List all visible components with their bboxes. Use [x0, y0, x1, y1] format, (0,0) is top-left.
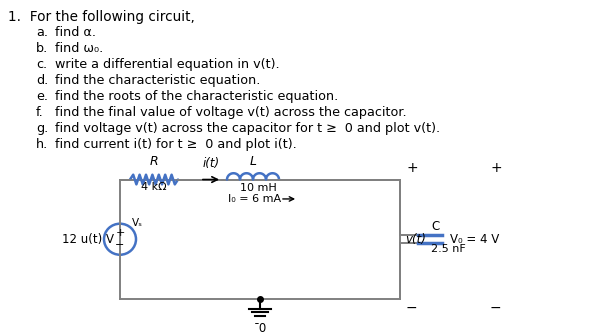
Text: C: C	[431, 220, 439, 234]
Text: L: L	[249, 155, 256, 168]
Text: find ω₀.: find ω₀.	[55, 42, 104, 55]
Text: +: +	[115, 228, 125, 239]
Text: +: +	[490, 161, 502, 175]
Text: b.: b.	[36, 42, 48, 55]
Text: R: R	[150, 155, 158, 168]
Text: find α.: find α.	[55, 26, 96, 39]
Text: f.: f.	[36, 106, 44, 119]
Text: h.: h.	[36, 138, 48, 151]
Text: find voltage v(t) across the capacitor for t ≥  0 and plot v(t).: find voltage v(t) across the capacitor f…	[55, 122, 440, 135]
Text: V₀ = 4 V: V₀ = 4 V	[450, 233, 499, 246]
Text: find the roots of the characteristic equation.: find the roots of the characteristic equ…	[55, 90, 338, 103]
Text: i(t): i(t)	[202, 157, 220, 170]
Text: g.: g.	[36, 122, 48, 135]
Text: write a differential equation in v(t).: write a differential equation in v(t).	[55, 58, 280, 71]
Text: Vₛ: Vₛ	[132, 218, 143, 227]
Text: +: +	[406, 161, 418, 175]
Text: I₀ = 6 mA: I₀ = 6 mA	[228, 194, 281, 204]
Text: e.: e.	[36, 90, 48, 103]
Text: a.: a.	[36, 26, 48, 39]
Text: 10 mH: 10 mH	[240, 183, 276, 194]
Text: 2.5 nF: 2.5 nF	[431, 244, 466, 254]
Text: v(t): v(t)	[405, 233, 426, 246]
Text: find current i(t) for t ≥  0 and plot i(t).: find current i(t) for t ≥ 0 and plot i(t…	[55, 138, 297, 151]
Text: −: −	[115, 240, 125, 250]
Text: c.: c.	[36, 58, 47, 71]
Text: ¯0: ¯0	[253, 322, 267, 335]
Text: 12 u(t) V: 12 u(t) V	[62, 233, 114, 246]
Text: 4 kΩ: 4 kΩ	[141, 182, 167, 193]
Text: −: −	[490, 301, 502, 315]
Text: d.: d.	[36, 74, 48, 87]
Text: find the final value of voltage v(t) across the capacitor.: find the final value of voltage v(t) acr…	[55, 106, 406, 119]
Text: find the characteristic equation.: find the characteristic equation.	[55, 74, 261, 87]
Text: −: −	[406, 301, 418, 315]
Text: 1.  For the following circuit,: 1. For the following circuit,	[8, 10, 195, 24]
